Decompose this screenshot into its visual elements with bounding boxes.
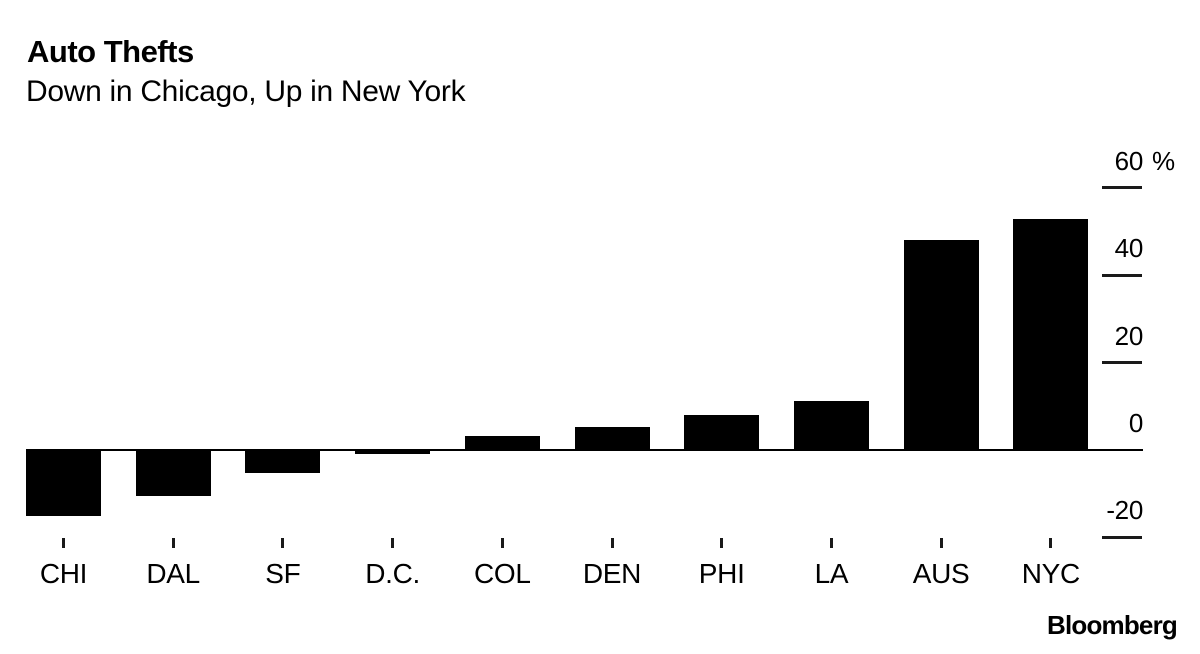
bar-DAL (135, 450, 211, 496)
x-axis-label-DAL: DAL (146, 558, 200, 589)
chart-title: Auto Thefts (27, 34, 194, 69)
y-axis-unit-label: % (1152, 145, 1176, 176)
x-axis-tick-COL (500, 538, 504, 548)
x-axis-label-AUS: AUS (912, 558, 970, 589)
y-axis-tick-60 (1102, 186, 1142, 190)
chart-subtitle: Down in Chicago, Up in New York (26, 75, 466, 108)
x-axis-tick-AUS (939, 538, 943, 548)
x-axis-label-SF: SF (265, 558, 301, 589)
y-axis-tick-40 (1102, 273, 1142, 277)
y-axis-tick-20 (1102, 361, 1142, 365)
y-axis-label-20: 20 (1114, 320, 1144, 351)
x-axis-tick-DEN (610, 538, 614, 548)
y-axis-label-0: 0 (1128, 408, 1143, 438)
y-axis-label-40: 40 (1114, 233, 1144, 264)
x-axis-label-CHI: CHI (39, 558, 88, 589)
x-axis-label-D.C.: D.C. (365, 558, 420, 589)
x-axis-tick-NYC (1049, 538, 1053, 548)
bar-PHI (684, 415, 760, 450)
bar-COL (464, 436, 540, 450)
bar-NYC (1013, 218, 1089, 450)
x-axis-tick-D.C. (391, 538, 395, 548)
bar-SF (245, 450, 321, 474)
x-axis-tick-CHI (62, 538, 65, 548)
x-axis-label-DEN: DEN (582, 558, 642, 589)
bloomberg-logo: Bloomberg (1046, 610, 1178, 640)
bar-AUS (903, 240, 979, 450)
x-axis-label-LA: LA (814, 558, 849, 589)
zero-axis-line (26, 449, 1143, 451)
bar-DEN (574, 426, 650, 450)
x-axis-tick-SF (281, 538, 285, 548)
bar-CHI (26, 450, 101, 516)
y-axis-tick--20 (1102, 535, 1142, 539)
x-axis-tick-DAL (171, 538, 175, 548)
bar-D.C. (355, 450, 431, 455)
y-axis-label-60: 60 (1114, 145, 1144, 176)
x-axis-label-NYC: NYC (1021, 558, 1081, 589)
x-axis-tick-LA (829, 538, 833, 548)
x-axis-label-PHI: PHI (698, 558, 745, 589)
x-axis-label-COL: COL (473, 558, 531, 589)
bar-LA (793, 401, 869, 450)
y-axis-label--20: -20 (1106, 495, 1143, 526)
x-axis-tick-PHI (720, 538, 724, 548)
